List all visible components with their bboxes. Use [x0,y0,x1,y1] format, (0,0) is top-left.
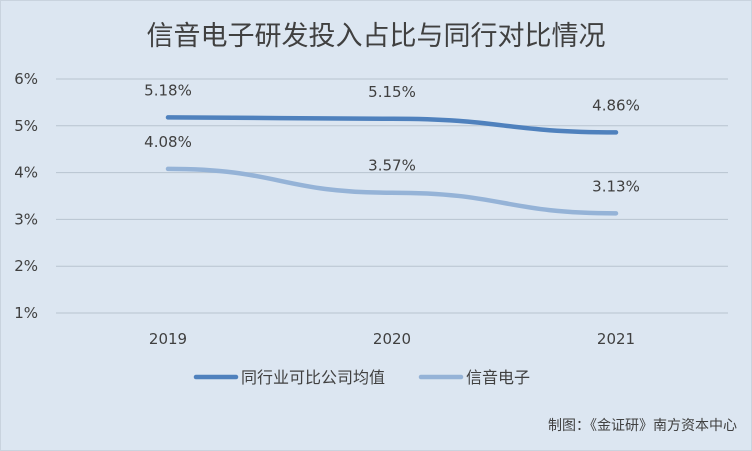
legend-label: 同行业可比公司均值 [241,368,385,387]
data-label: 4.86% [592,96,640,114]
y-tick-label: 2% [14,257,38,275]
data-label: 3.57% [368,157,416,175]
x-tick-label: 2021 [597,330,635,348]
y-tick-label: 3% [14,210,38,228]
y-tick-label: 4% [14,164,38,182]
gridlines [56,78,728,314]
data-labels: 5.18% 5.15% 4.86% 4.08% 3.57% 3.13% [144,81,640,195]
series-line-2 [165,166,619,216]
legend-label: 信音电子 [466,368,530,387]
legend: 同行业可比公司均值 信音电子 [193,368,530,387]
data-label: 4.08% [144,133,192,151]
source-note: 制图：《金证研》南方资本中心 [548,418,737,434]
series-line-1 [165,115,619,135]
x-axis-ticks: 2019 2020 2021 [149,330,635,348]
series-lines [165,115,619,216]
y-tick-label: 6% [14,70,38,88]
data-label: 3.13% [592,177,640,195]
x-tick-label: 2019 [149,330,187,348]
y-tick-label: 1% [14,304,38,322]
chart-title: 信音电子研发投入占比与同行对比情况 [147,21,606,52]
y-tick-label: 5% [14,117,38,135]
y-axis-ticks: 1% 2% 3% 4% 5% 6% [14,70,38,322]
data-label: 5.18% [144,81,192,99]
data-label: 5.15% [368,83,416,101]
x-tick-label: 2020 [373,330,411,348]
